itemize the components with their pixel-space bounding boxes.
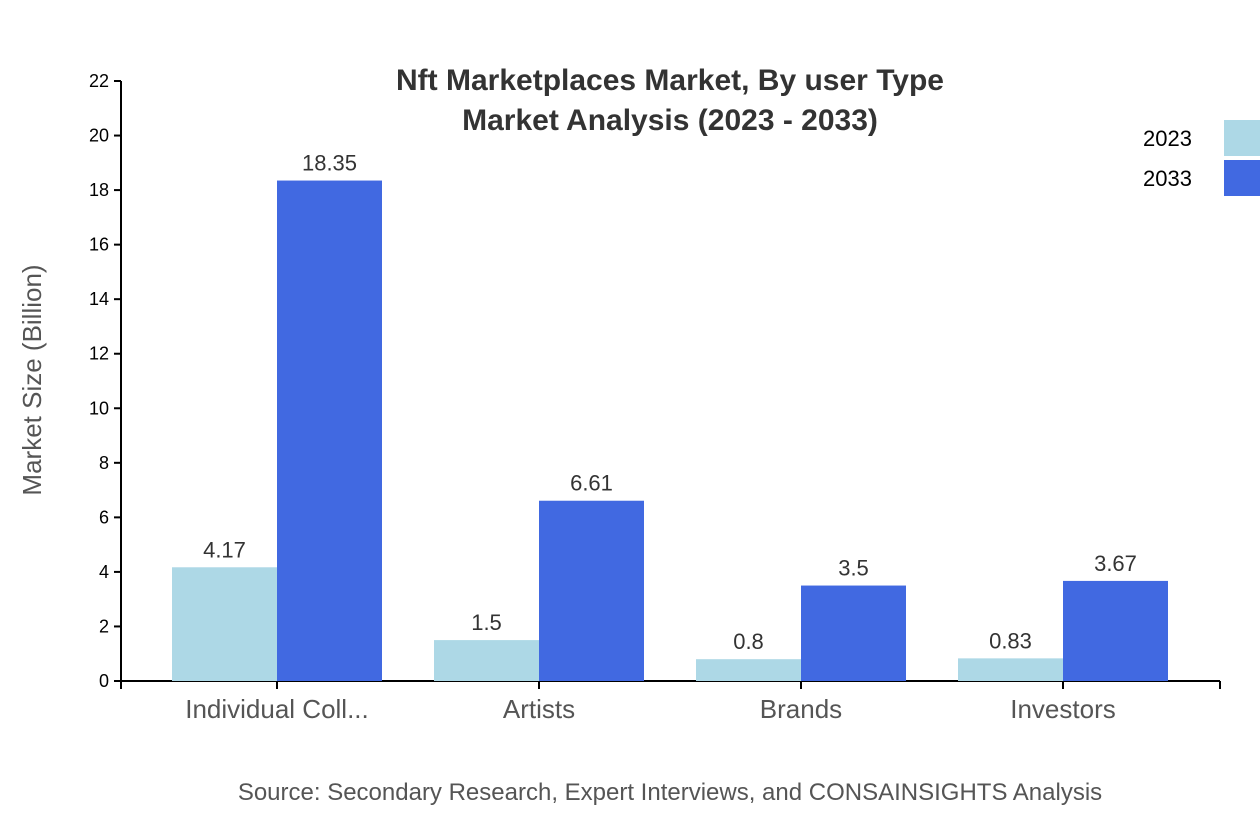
y-tick-label: 12	[89, 344, 109, 364]
legend-swatch-2023	[1224, 120, 1260, 156]
legend-label: 2023	[1143, 126, 1192, 151]
data-label: 3.5	[838, 556, 869, 581]
y-tick-label: 10	[89, 398, 109, 418]
x-tick-label: Investors	[1010, 694, 1116, 724]
data-label: 1.5	[471, 610, 502, 635]
y-tick-label: 8	[99, 453, 109, 473]
data-label: 3.67	[1094, 551, 1137, 576]
y-tick-label: 18	[89, 180, 109, 200]
bar-2033	[1063, 580, 1168, 681]
y-tick-label: 22	[89, 71, 109, 91]
y-tick-label: 6	[99, 507, 109, 527]
data-label: 4.17	[203, 537, 246, 562]
x-tick-label: Brands	[760, 694, 842, 724]
bar-2033	[539, 500, 644, 681]
bar-2023	[434, 640, 539, 681]
bar-2023	[696, 659, 801, 681]
bar-2033	[277, 180, 382, 681]
legend-swatch-2033	[1224, 160, 1260, 196]
data-label: 0.8	[733, 629, 764, 654]
x-tick-label: Artists	[503, 694, 575, 724]
y-tick-label: 14	[89, 289, 109, 309]
x-tick-label: Individual Coll...	[185, 694, 369, 724]
chart-title-line-1: Nft Marketplaces Market, By user Type	[396, 64, 944, 97]
data-label: 6.61	[570, 471, 613, 496]
y-tick-label: 2	[99, 616, 109, 636]
data-label: 18.35	[302, 151, 357, 176]
y-tick-label: 20	[89, 126, 109, 146]
legend-label: 2033	[1143, 166, 1192, 191]
bar-2023	[172, 567, 277, 681]
bar-2023	[958, 658, 1063, 681]
y-tick-label: 0	[99, 671, 109, 691]
bar-2033	[801, 585, 906, 681]
data-label: 0.83	[989, 628, 1032, 653]
source-note: Source: Secondary Research, Expert Inter…	[238, 779, 1102, 806]
chart-title-line-2: Market Analysis (2023 - 2033)	[462, 104, 878, 137]
y-tick-label: 16	[89, 235, 109, 255]
y-axis-label: Market Size (Billion)	[17, 264, 47, 495]
y-tick-label: 4	[99, 562, 109, 582]
